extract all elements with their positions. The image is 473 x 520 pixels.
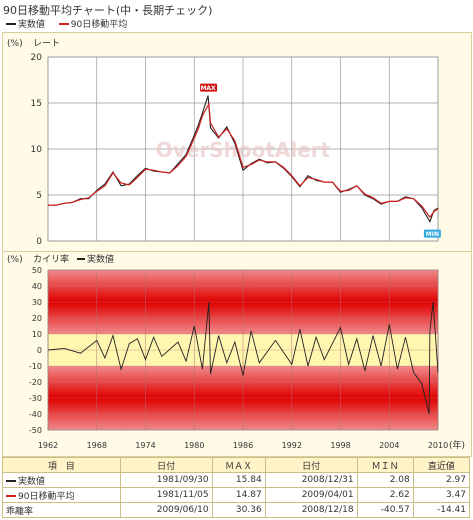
max-date-cell: 1981/11/05: [119, 487, 213, 503]
col-min-date: 日付: [264, 457, 358, 473]
deviation-chart-panel: (%) カイリ率 実数値 -50 -40 -30 -20 -10 0 10 20 30 40 50 …: [2, 251, 472, 457]
col-item: 項 目: [2, 457, 121, 473]
row-label: 乖離率: [2, 502, 121, 518]
row-label: 実数値: [18, 476, 46, 487]
col-min: ＭＩＮ: [356, 457, 414, 473]
x-tick-label: 1974: [135, 441, 155, 450]
rate-y-ticks: 0 5 10 15 20: [31, 53, 43, 247]
y-tick-label: 10: [32, 330, 42, 339]
x-tick-label: 1986: [233, 441, 253, 450]
min-badge: MIN: [426, 231, 439, 238]
max-date-cell: 2009/06/10: [119, 502, 213, 518]
rate-grid: [47, 56, 439, 242]
min-cell: 2.08: [356, 472, 414, 488]
y-tick-label: 40: [32, 282, 42, 291]
col-max-date: 日付: [119, 457, 213, 473]
y-tick-label: 50: [32, 266, 42, 275]
x-tick-label: 1980: [184, 441, 204, 450]
stats-table: 項 目 日付 ＭＡＸ 日付 ＭＩＮ 直近値 実数値 1981/09/30 15.…: [2, 457, 471, 518]
stats-header-row: 項 目 日付 ＭＡＸ 日付 ＭＩＮ 直近値: [2, 457, 471, 473]
series-line: [48, 101, 439, 219]
legend-actual: 実数値: [18, 20, 46, 30]
dev-grid: [47, 269, 439, 431]
line-swatch-icon: [6, 495, 16, 497]
dev-y-ticks: -50 -40 -30 -20 -10 0 10 20 30 40 50: [29, 266, 42, 435]
latest-cell: 2.97: [412, 472, 471, 488]
latest-cell: 3.47: [412, 487, 471, 503]
min-date-cell: 2008/12/18: [264, 502, 358, 518]
dev-legend-label: 実数値: [87, 253, 114, 265]
max-cell: 15.84: [211, 472, 266, 488]
dev-panel-label: カイリ率: [33, 253, 69, 265]
page-title: 90日移動平均チャート(中・長期チェック): [3, 4, 213, 17]
table-row: 90日移動平均 1981/11/05 14.87 2009/04/01 2.62…: [2, 487, 471, 503]
line-swatch-icon: [58, 22, 69, 25]
y-tick-label: -20: [29, 378, 42, 387]
table-row: 乖離率 2009/06/10 30.36 2008/12/18 -40.57 -…: [2, 502, 471, 518]
min-cell: 2.62: [356, 487, 414, 503]
min-date-cell: 2008/12/31: [264, 472, 358, 488]
series-line: [47, 301, 439, 415]
latest-cell: -14.41: [412, 502, 471, 518]
row-label: 90日移動平均: [18, 491, 75, 502]
rate-badges: MAX MIN: [200, 83, 441, 238]
dev-series: [47, 301, 439, 415]
y-tick-label: 20: [32, 314, 42, 323]
line-swatch-icon: [6, 480, 16, 482]
y-tick-label: -30: [29, 394, 42, 403]
col-max: ＭＡＸ: [211, 457, 266, 473]
chart-legend: 実数値 90日移動平均: [6, 17, 127, 30]
x-unit-label: (年): [449, 439, 465, 451]
y-tick-label: -50: [29, 426, 42, 435]
x-tick-label: 2004: [379, 441, 399, 450]
x-tick-label: 1962: [38, 441, 58, 450]
min-badge-bg: [423, 229, 441, 238]
y-tick-label: 30: [32, 298, 42, 307]
y-tick-label: 5: [36, 191, 42, 201]
col-latest: 直近値: [412, 457, 471, 473]
y-tick-label: 0: [37, 346, 42, 355]
min-cell: -40.57: [356, 502, 414, 518]
rate-unit-label: (%): [7, 39, 23, 49]
y-tick-label: 15: [31, 99, 42, 109]
y-tick-label: -40: [29, 410, 42, 419]
rate-chart-panel: (%) レート 0 5 10 15 20 OverShootAlert MAX MIN: [2, 32, 472, 252]
dev-unit-label: (%): [7, 255, 23, 265]
y-tick-label: 0: [36, 237, 42, 247]
x-tick-label: 2010: [428, 441, 448, 450]
x-tick-label: 1998: [330, 441, 350, 450]
y-tick-label: -10: [29, 362, 42, 371]
y-tick-label: 10: [31, 145, 43, 155]
dev-x-ticks: 1962 1968 1974 1980 1986 1992 1998 2004 2010: [38, 441, 448, 450]
max-badge: MAX: [200, 85, 216, 92]
line-swatch-icon: [6, 22, 16, 25]
max-date-cell: 1981/09/30: [119, 472, 213, 488]
rate-series: [48, 95, 439, 223]
y-tick-label: 20: [31, 53, 43, 63]
table-row: 実数値 1981/09/30 15.84 2008/12/31 2.08 2.9…: [2, 472, 471, 488]
deviation-chart: (%) カイリ率 実数値 -50-40-30-20-1001020304050 …: [7, 253, 465, 451]
max-badge-bg: [200, 83, 218, 92]
min-date-cell: 2009/04/01: [264, 487, 358, 503]
x-tick-label: 1968: [87, 441, 107, 450]
max-cell: 14.87: [211, 487, 266, 503]
rate-panel-label: レート: [33, 39, 60, 49]
x-tick-label: 1992: [282, 441, 302, 450]
max-cell: 30.36: [211, 502, 266, 518]
legend-ma: 90日移動平均: [70, 20, 128, 30]
